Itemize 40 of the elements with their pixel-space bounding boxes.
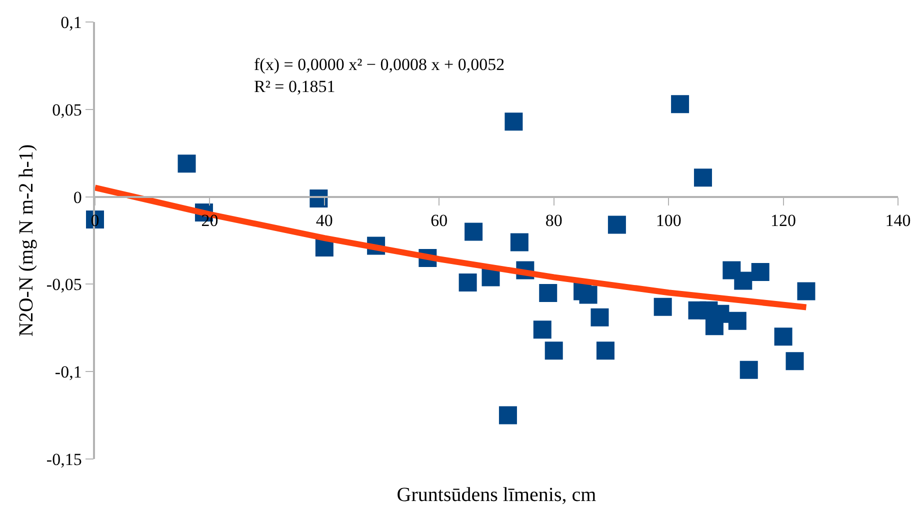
point [786, 352, 804, 370]
y-tick-label: -0,15 [46, 450, 82, 469]
x-tick-label: 120 [770, 210, 796, 230]
y-tick-label: 0,05 [52, 100, 82, 120]
annotation: f(x) = 0,0000 x² − 0,0008 x + 0,0052 [254, 55, 505, 74]
y-axis-title: N2O-N (mg N m-2 h-1) [15, 144, 38, 337]
annotation: R² = 0,1851 [254, 77, 336, 96]
y-tick-label: -0,05 [46, 275, 82, 294]
point [510, 233, 528, 252]
point [464, 222, 483, 241]
y-tick-label: -0,1 [54, 362, 82, 382]
point [178, 154, 196, 173]
point [498, 406, 517, 424]
point [458, 273, 477, 292]
point [654, 298, 672, 316]
x-tick-label: 100 [656, 210, 682, 230]
x-tick-label: 60 [430, 210, 448, 230]
y-tick-label: 0,1 [60, 12, 82, 32]
point [671, 95, 690, 114]
x-tick-label: 80 [545, 210, 562, 230]
point [694, 168, 712, 187]
x-tick-label: 40 [316, 210, 333, 230]
point [533, 320, 552, 339]
x-axis-title: Gruntsūdens līmenis, cm [396, 484, 597, 506]
x-tick-label: 140 [885, 210, 911, 230]
point [774, 328, 792, 346]
point [728, 312, 746, 330]
point [579, 286, 598, 304]
point [544, 342, 563, 360]
point [797, 282, 816, 300]
point [539, 284, 558, 302]
y-tick-label: 0 [73, 188, 82, 207]
point [751, 262, 770, 281]
point [504, 112, 523, 131]
point [740, 360, 758, 379]
point [608, 216, 626, 234]
point [596, 342, 614, 360]
point [734, 272, 752, 290]
point [590, 308, 609, 326]
point [310, 190, 328, 208]
